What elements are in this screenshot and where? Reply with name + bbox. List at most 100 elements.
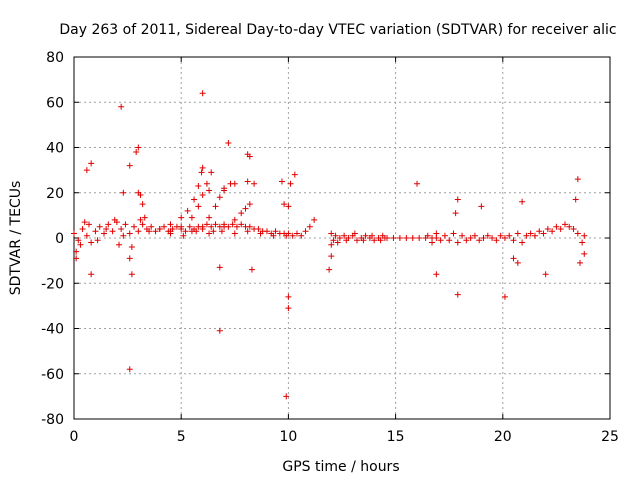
data-point xyxy=(501,293,508,300)
data-point xyxy=(73,248,80,255)
data-point xyxy=(263,228,270,235)
data-point xyxy=(167,228,174,235)
data-point xyxy=(557,225,564,232)
y-tick-label: -60 xyxy=(41,367,64,383)
data-point xyxy=(351,230,358,237)
data-point xyxy=(476,237,483,244)
data-point xyxy=(208,169,215,176)
data-point xyxy=(519,198,526,205)
data-point xyxy=(570,225,577,232)
data-point xyxy=(218,228,225,235)
data-point xyxy=(88,239,95,246)
data-point xyxy=(182,228,189,235)
data-point xyxy=(156,225,163,232)
data-point xyxy=(199,90,206,97)
series-arc-3 xyxy=(188,185,228,235)
data-point xyxy=(302,228,309,235)
data-point xyxy=(341,232,348,239)
data-point xyxy=(238,221,245,228)
data-point xyxy=(480,235,487,241)
data-point xyxy=(501,235,508,241)
data-point xyxy=(101,230,108,237)
data-point xyxy=(126,230,133,237)
data-point xyxy=(133,149,140,156)
data-point xyxy=(291,171,298,178)
data-point xyxy=(497,232,504,239)
data-point xyxy=(146,228,153,235)
data-point xyxy=(86,221,93,228)
y-tick-label: 40 xyxy=(46,141,64,157)
data-point xyxy=(510,237,517,244)
data-point xyxy=(139,201,146,208)
data-point xyxy=(118,103,125,110)
data-point xyxy=(409,235,416,241)
data-point xyxy=(210,228,217,235)
data-point xyxy=(450,230,457,237)
x-tick-label: 20 xyxy=(494,429,512,445)
data-point xyxy=(272,228,279,235)
data-point xyxy=(354,237,361,244)
series-arc-1 xyxy=(146,164,206,235)
data-point xyxy=(216,327,223,334)
data-point xyxy=(198,169,205,176)
data-point xyxy=(403,235,410,241)
data-point xyxy=(191,196,198,203)
data-point xyxy=(244,178,251,185)
data-point xyxy=(542,271,549,278)
data-point xyxy=(574,176,581,183)
data-point xyxy=(137,216,144,223)
data-point xyxy=(221,187,228,194)
data-point xyxy=(531,232,538,239)
data-point xyxy=(506,232,513,239)
x-tick-label: 0 xyxy=(70,429,79,445)
data-point xyxy=(178,214,185,221)
data-point xyxy=(120,189,127,196)
data-point xyxy=(433,230,440,237)
data-point xyxy=(285,293,292,300)
data-point xyxy=(126,162,133,169)
series-arc-4 xyxy=(210,201,253,235)
data-point xyxy=(152,228,159,235)
data-point xyxy=(454,291,461,298)
data-point xyxy=(135,144,142,151)
data-point xyxy=(83,232,90,239)
data-point xyxy=(246,201,253,208)
data-point xyxy=(463,237,470,244)
data-point xyxy=(429,239,436,246)
data-point xyxy=(467,235,474,241)
data-point xyxy=(203,221,210,228)
data-point xyxy=(540,230,547,237)
data-point xyxy=(212,221,219,228)
series-segment-16-5-23-8 xyxy=(424,221,588,246)
grid xyxy=(74,57,610,419)
data-point xyxy=(523,232,530,239)
data-point xyxy=(248,266,255,273)
data-point xyxy=(231,230,238,237)
data-point xyxy=(454,239,461,246)
data-point xyxy=(298,232,305,239)
data-point xyxy=(92,228,99,235)
data-point xyxy=(195,182,202,189)
data-point xyxy=(231,216,238,223)
data-point xyxy=(251,180,258,187)
data-point xyxy=(536,228,543,235)
data-point xyxy=(281,201,288,208)
data-point xyxy=(126,255,133,262)
data-point xyxy=(330,237,337,244)
data-points xyxy=(71,90,588,400)
data-point xyxy=(489,235,496,241)
x-axis-label: GPS time / hours xyxy=(282,459,399,475)
data-point xyxy=(109,228,116,235)
data-point xyxy=(306,223,313,230)
x-tick-label: 10 xyxy=(279,429,297,445)
data-point xyxy=(178,223,185,230)
x-tick-label: 5 xyxy=(177,429,186,445)
data-point xyxy=(257,230,264,237)
data-point xyxy=(343,237,350,244)
data-point xyxy=(581,232,588,239)
data-point xyxy=(244,228,251,235)
data-point xyxy=(188,228,195,235)
data-point xyxy=(208,223,215,230)
y-tick-label: -40 xyxy=(41,322,64,338)
data-point xyxy=(452,210,459,217)
